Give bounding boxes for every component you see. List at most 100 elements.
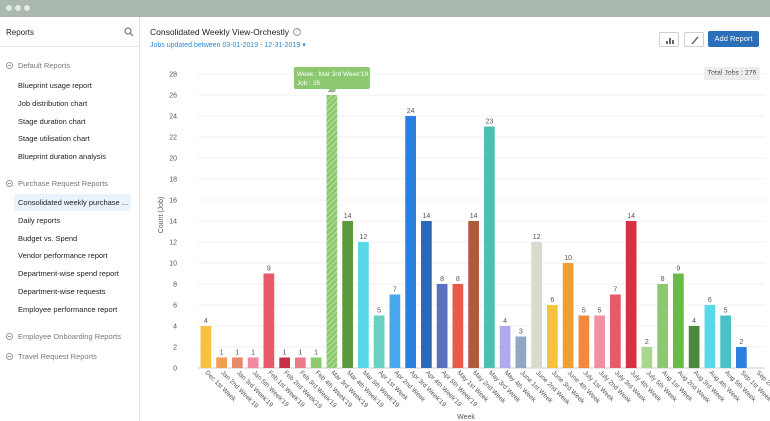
y-axis-label: Count (Job) [158, 197, 165, 234]
sidebar-item[interactable]: Employee performance report [18, 305, 118, 314]
sidebar-item[interactable]: Vendor performance report [18, 251, 108, 260]
chart-bar[interactable] [389, 294, 401, 369]
page-title-row: Consolidated Weekly View-Orchestly ? [150, 27, 302, 37]
chart-bar[interactable] [452, 284, 464, 368]
bar-value-label: 7 [613, 287, 617, 294]
sidebar-header: Reports [0, 17, 139, 47]
chart-bar[interactable] [704, 305, 716, 368]
y-tick-label: 26 [169, 93, 177, 100]
chart-type-button[interactable] [659, 32, 679, 47]
bar-value-label: 8 [456, 276, 460, 283]
chart-bar[interactable] [310, 357, 322, 369]
add-report-button[interactable]: Add Report [708, 31, 759, 47]
help-icon[interactable]: ? [293, 28, 302, 36]
chart-bar[interactable] [688, 326, 700, 368]
bar-value-label: 5 [582, 308, 586, 315]
chart-bar[interactable] [610, 294, 621, 369]
chart-bar[interactable] [468, 221, 479, 368]
sidebar-item[interactable]: Stage duration chart [18, 117, 86, 126]
chart-bar[interactable] [499, 326, 511, 368]
sidebar-item[interactable]: Stage utilisation chart [18, 134, 90, 143]
chart-bar[interactable] [736, 347, 747, 368]
chart-bar[interactable] [625, 221, 637, 368]
y-tick-label: 24 [169, 114, 177, 121]
bar-value-label: 3 [519, 329, 523, 336]
tooltip-box [293, 67, 370, 89]
chart-bar[interactable] [358, 242, 369, 368]
chart-bar[interactable] [578, 315, 590, 369]
bar-value-label: 14 [470, 213, 478, 220]
chart-bar[interactable] [720, 315, 731, 369]
section-label: Travel Request Reports [18, 352, 97, 361]
bar-value-label: 23 [485, 119, 493, 126]
collapse-icon [6, 62, 13, 69]
chart-bar[interactable] [326, 95, 338, 368]
chart-bar[interactable] [531, 242, 542, 368]
chart-bar[interactable] [200, 326, 212, 368]
chart-bar[interactable] [515, 336, 527, 369]
section-label: Default Reports [18, 61, 71, 70]
chart-bar[interactable] [594, 315, 605, 369]
date-range-filter[interactable]: Jobs updated between 03-01-2019 - 12-31-… [150, 41, 306, 49]
chart-bar[interactable] [484, 126, 495, 369]
sidebar-item[interactable]: Daily reports [18, 216, 61, 225]
bar-value-label: 1 [283, 350, 287, 357]
search-icon[interactable] [124, 27, 134, 37]
bar-value-label: 14 [627, 213, 635, 220]
y-tick-label: 12 [169, 240, 177, 247]
section-employee-onboarding-reports[interactable]: Employee Onboarding Reports [6, 332, 121, 341]
chart-bar[interactable] [247, 357, 259, 369]
chart-bar[interactable] [421, 221, 432, 368]
chart-bar[interactable] [436, 284, 448, 368]
section-default-reports[interactable]: Default Reports [6, 61, 70, 70]
window-close-dot[interactable] [6, 5, 12, 11]
chart-bar[interactable] [641, 347, 653, 368]
section-travel-request-reports[interactable]: Travel Request Reports [6, 352, 97, 361]
chart-bar[interactable] [279, 357, 290, 369]
chart-bar[interactable] [562, 263, 574, 368]
bar-value-label: 8 [661, 276, 665, 283]
bar-chart-icon [666, 38, 674, 44]
tooltip-job: Job : 26 [297, 80, 321, 87]
y-tick-label: 20 [169, 156, 177, 163]
sidebar-item[interactable]: Budget vs. Spend [18, 234, 78, 243]
sidebar-item[interactable]: Department-wise requests [18, 287, 106, 296]
y-tick-label: 14 [169, 219, 177, 226]
chart-bar[interactable] [547, 305, 558, 368]
sidebar-item[interactable]: Job distribution chart [18, 99, 88, 108]
bar-value-label: 8 [440, 276, 444, 283]
window-minimize-dot[interactable] [15, 5, 21, 11]
chart-bar[interactable] [342, 221, 353, 368]
chart-bar[interactable] [405, 116, 416, 368]
expand-icon [6, 333, 13, 340]
chart-bar[interactable] [232, 357, 243, 369]
sidebar-item-active[interactable]: Consolidated weekly purchase ... [18, 198, 129, 207]
bar-value-label: 1 [235, 350, 239, 357]
chart-bar[interactable] [263, 273, 275, 369]
bar-value-label: 6 [550, 297, 554, 304]
sidebar-item[interactable]: Blueprint usage report [18, 81, 92, 90]
section-purchase-request-reports[interactable]: Purchase Request Reports [6, 179, 108, 188]
edit-button[interactable] [684, 32, 704, 47]
total-jobs-badge: Total Jobs : 276 [704, 67, 760, 80]
bar-value-label: 5 [598, 308, 602, 315]
bar-value-label: 10 [564, 255, 572, 262]
y-tick-label: 8 [173, 282, 177, 289]
chart-bar[interactable] [673, 273, 684, 369]
sidebar-item[interactable]: Blueprint duration analysis [18, 152, 106, 161]
window-titlebar [0, 0, 770, 17]
y-tick-label: 18 [169, 177, 177, 184]
bar-value-label: 7 [393, 287, 397, 294]
tooltip-week: Week : Mar 3rd Week'19 [297, 71, 368, 78]
chart-bar[interactable] [373, 315, 385, 369]
window-zoom-dot[interactable] [24, 5, 30, 11]
bar-value-label: 6 [708, 297, 712, 304]
tooltip-arrow [328, 89, 335, 93]
chart-bar[interactable] [216, 357, 227, 369]
sidebar-item[interactable]: Department-wise spend report [18, 269, 119, 278]
y-tick-label: 2 [173, 345, 177, 352]
section-label: Purchase Request Reports [18, 179, 109, 188]
chart-bar[interactable] [657, 284, 668, 368]
chart-bar[interactable] [295, 357, 306, 369]
